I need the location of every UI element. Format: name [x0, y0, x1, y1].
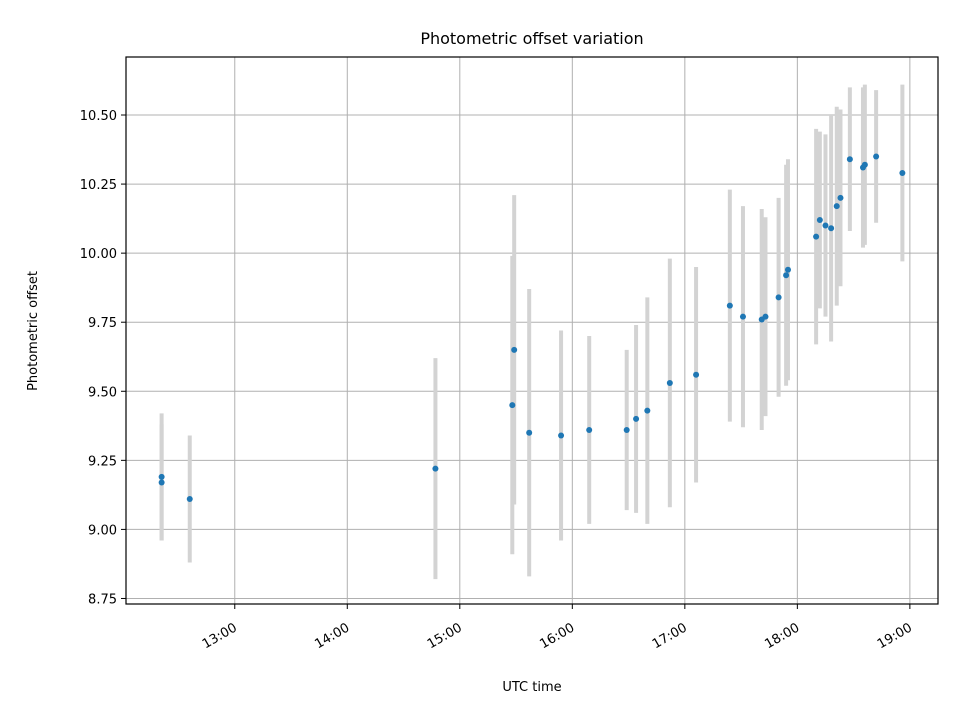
- data-points: [158, 153, 906, 503]
- data-point: [861, 161, 868, 168]
- data-point: [726, 302, 733, 309]
- data-point: [186, 496, 193, 503]
- y-tick-label: 9.25: [88, 454, 117, 469]
- y-axis-label: Photometric offset: [26, 271, 41, 391]
- y-tick-label: 9.50: [88, 385, 117, 400]
- data-point: [158, 479, 165, 486]
- data-point: [837, 194, 844, 201]
- y-tick-label: 10.00: [80, 247, 117, 262]
- data-point: [586, 426, 593, 433]
- data-point: [693, 371, 700, 378]
- data-point: [511, 346, 518, 353]
- data-point: [558, 432, 565, 439]
- plot-frame: [125, 56, 939, 605]
- chart-title: Photometric offset variation: [420, 29, 643, 48]
- data-point: [739, 313, 746, 320]
- data-point: [432, 465, 439, 472]
- data-point: [822, 222, 829, 229]
- data-point: [816, 216, 823, 223]
- y-tick-label: 10.25: [80, 178, 117, 193]
- y-axis-ticks: 8.75 9.00 9.25 9.50 9.75 10.00 10.25 10.50: [80, 109, 126, 607]
- data-point: [762, 313, 769, 320]
- data-point: [784, 266, 791, 273]
- data-point: [633, 415, 640, 422]
- data-point: [158, 473, 165, 480]
- data-point: [846, 156, 853, 163]
- data-point: [828, 225, 835, 232]
- data-point: [509, 402, 516, 409]
- data-point: [623, 426, 630, 433]
- data-point: [775, 294, 782, 301]
- y-tick-label: 9.75: [88, 316, 117, 331]
- data-point: [833, 203, 840, 210]
- data-point: [666, 379, 673, 386]
- x-axis-label: UTC time: [502, 680, 561, 695]
- data-point: [899, 170, 906, 177]
- data-point: [873, 153, 880, 160]
- y-tick-label: 8.75: [88, 592, 117, 607]
- data-point: [783, 272, 790, 279]
- y-tick-label: 10.50: [80, 109, 117, 124]
- data-point: [813, 233, 820, 240]
- grid: [126, 57, 938, 604]
- y-tick-label: 9.00: [88, 523, 117, 538]
- data-point: [526, 429, 533, 436]
- data-point: [644, 407, 651, 414]
